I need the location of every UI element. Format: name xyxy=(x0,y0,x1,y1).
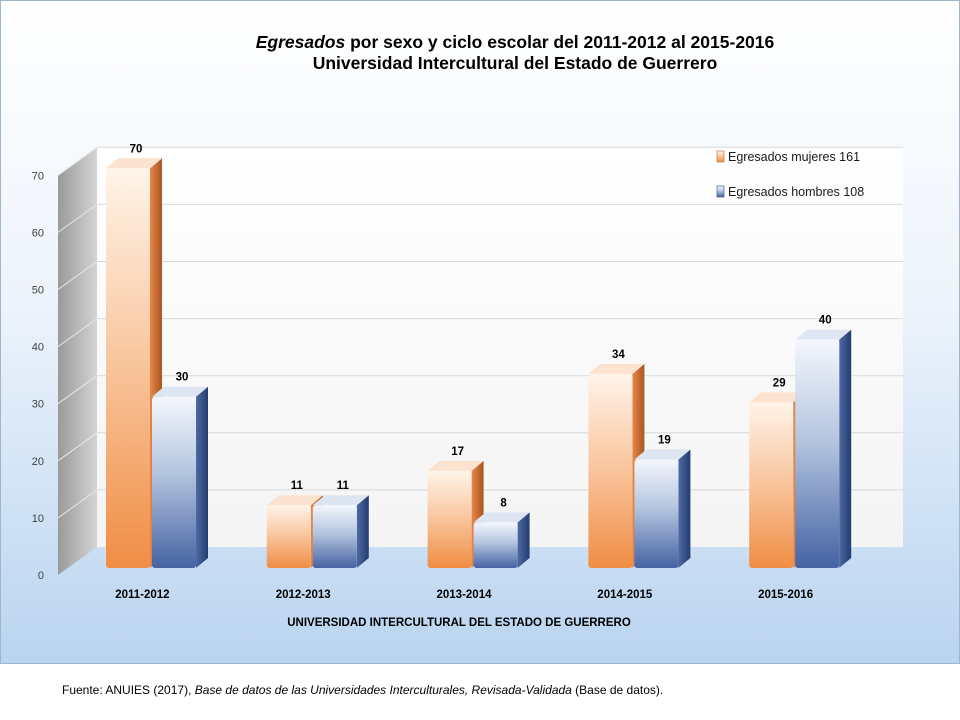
legend-label: Egresados hombres 108 xyxy=(728,185,864,199)
bar-side xyxy=(678,449,691,568)
bar xyxy=(473,512,530,568)
x-tick-label: 2015-2016 xyxy=(758,589,813,601)
bar-top xyxy=(152,386,208,397)
x-tick-label: 2011-2012 xyxy=(115,589,169,601)
bar-side xyxy=(517,512,530,568)
data-label: 17 xyxy=(451,446,464,458)
gridline-side xyxy=(57,375,98,405)
data-label: 70 xyxy=(130,143,143,155)
x-tick-label: 2012-2013 xyxy=(276,589,331,601)
y-tick-label: 20 xyxy=(32,456,44,468)
bar-top xyxy=(266,495,323,506)
bar-front xyxy=(473,522,518,568)
bar-front xyxy=(749,402,794,568)
bar-side xyxy=(196,386,208,568)
title-line1-rest: por sexo y ciclo escolar del 2011-2012 a… xyxy=(345,32,775,52)
x-axis-title: UNIVERSIDAD INTERCULTURAL DEL ESTADO DE … xyxy=(287,617,631,629)
data-label: 11 xyxy=(337,480,350,492)
legend-swatch xyxy=(716,185,725,198)
bar-top xyxy=(473,512,530,523)
y-tick-label: 40 xyxy=(32,342,44,354)
data-label: 40 xyxy=(819,315,832,327)
bar xyxy=(795,329,852,568)
bar-front xyxy=(266,505,311,568)
bar-top xyxy=(106,158,162,169)
y-tick-label: 10 xyxy=(32,513,44,525)
y-tick-label: 30 xyxy=(32,399,44,411)
bar-top xyxy=(749,392,806,403)
source-suffix: (Base de datos). xyxy=(571,683,664,697)
bar-side xyxy=(839,329,852,568)
chart-plot: 0 10 20 30 40 50 60 70 2011-2012 2012-2013 2013-20… xyxy=(32,143,903,629)
bar-top xyxy=(634,449,691,460)
bar xyxy=(106,158,162,569)
bar-top xyxy=(312,495,369,506)
side-wall xyxy=(58,147,97,576)
gridline-side xyxy=(57,261,98,290)
legend-label: Egresados mujeres 161 xyxy=(728,150,860,164)
bar-front xyxy=(634,459,679,568)
bar-side xyxy=(356,495,369,568)
bar-top xyxy=(427,460,484,471)
data-label: 30 xyxy=(176,372,189,384)
y-tick-label: 70 xyxy=(32,170,44,182)
bar-front xyxy=(152,396,196,568)
y-tick-label: 0 xyxy=(38,570,44,582)
gridline-side xyxy=(57,318,98,348)
source-italic: Base de datos de las Universidades Inter… xyxy=(194,683,572,697)
gridline-side xyxy=(57,489,98,519)
source-note: Fuente: ANUIES (2017), Base de datos de … xyxy=(62,683,663,697)
source-prefix: Fuente: ANUIES (2017), xyxy=(62,683,195,697)
bar-front xyxy=(106,168,150,569)
y-tick-label: 50 xyxy=(32,285,44,297)
gridline-side xyxy=(57,203,98,233)
title-italic: Egresados xyxy=(255,32,346,52)
data-label: 11 xyxy=(291,480,304,492)
bar xyxy=(634,449,691,568)
bar-front xyxy=(588,373,633,568)
legend-swatch xyxy=(716,150,725,163)
x-tick-label: 2014-2015 xyxy=(597,589,653,601)
data-label: 34 xyxy=(612,349,625,361)
title-line2: Universidad Intercultural del Estado de … xyxy=(312,53,718,73)
data-label: 19 xyxy=(658,435,671,447)
bar xyxy=(152,386,208,568)
x-tick-label: 2013-2014 xyxy=(437,589,493,601)
data-label: 29 xyxy=(773,377,786,389)
y-tick-label: 60 xyxy=(32,227,44,239)
bar xyxy=(312,495,369,568)
bar-front xyxy=(312,505,357,568)
bar-top xyxy=(795,329,852,340)
bar-front xyxy=(427,470,472,568)
chart-title: Egresados por sexo y ciclo escolar del 2… xyxy=(0,32,960,74)
data-label: 8 xyxy=(500,497,507,509)
bar-top xyxy=(588,363,645,374)
gridline-side xyxy=(57,432,98,462)
gridline-side xyxy=(57,146,98,176)
bar-front xyxy=(795,339,840,568)
